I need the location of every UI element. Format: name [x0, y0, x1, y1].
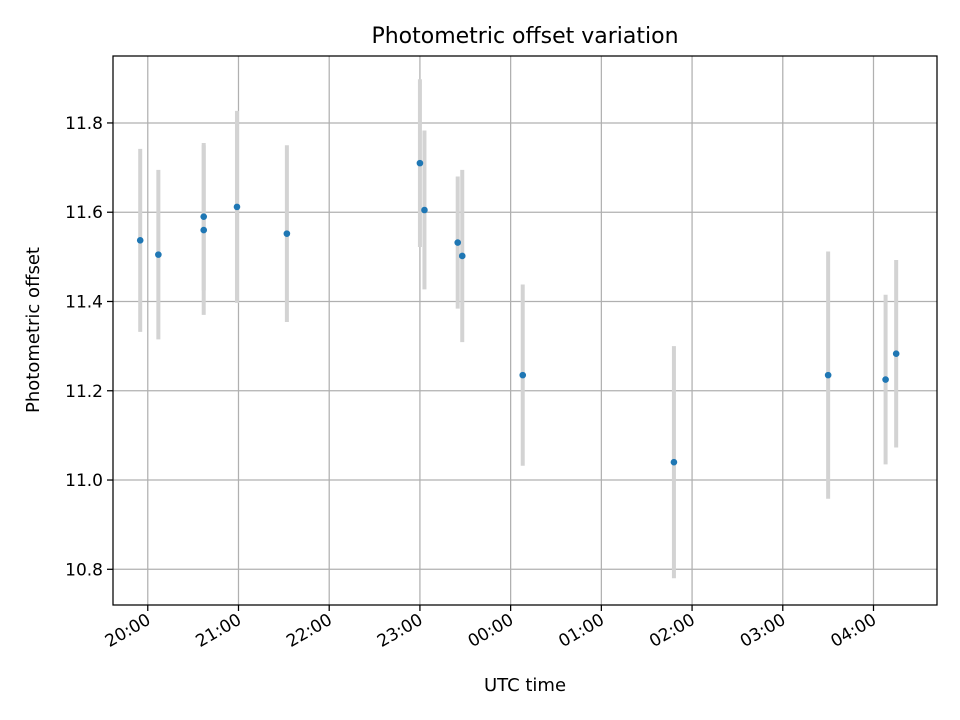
- y-axis-label: Photometric offset: [23, 247, 44, 413]
- data-point: [892, 350, 900, 358]
- y-tick-label: 10.8: [65, 560, 103, 580]
- y-tick-label: 11.4: [65, 292, 103, 312]
- y-tick-label: 11.2: [65, 382, 103, 402]
- data-point: [416, 159, 424, 167]
- data-point: [155, 251, 162, 258]
- data-point: [200, 226, 208, 234]
- data-point: [283, 230, 291, 237]
- data-point: [454, 239, 462, 246]
- chart-title: Photometric offset variation: [371, 24, 678, 49]
- x-axis-label: UTC time: [484, 675, 566, 696]
- data-point: [458, 252, 466, 260]
- grid: [113, 56, 937, 605]
- y-tick-label: 11.8: [65, 114, 103, 134]
- data-point: [200, 213, 208, 220]
- data-points: [136, 159, 900, 466]
- data-point: [519, 371, 527, 379]
- data-point: [824, 371, 832, 379]
- data-point: [421, 206, 428, 214]
- plot-frame: [112, 55, 938, 606]
- y-tick-label: 11.0: [65, 471, 103, 491]
- data-point: [136, 237, 144, 244]
- data-point: [233, 203, 241, 211]
- y-tick-label: 11.6: [65, 203, 103, 223]
- data-point: [670, 458, 678, 466]
- data-point: [882, 376, 889, 383]
